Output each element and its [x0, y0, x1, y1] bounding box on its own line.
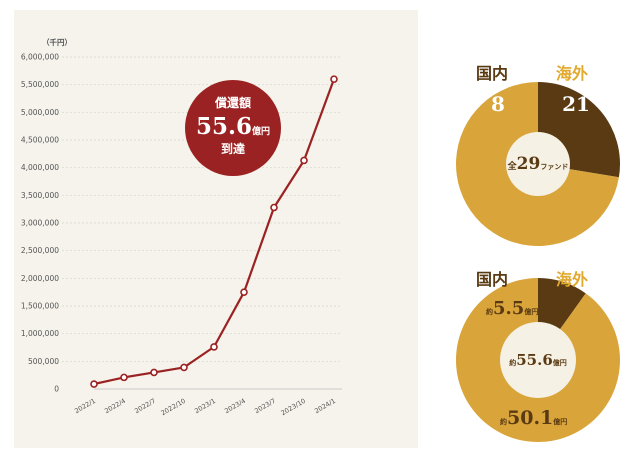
x-tick-label: 2023/4 [223, 397, 247, 415]
y-tick-label: 2,000,000 [21, 274, 59, 283]
donut2-overseas-unit: 億円 [553, 417, 567, 426]
callout-value: 55.6 [196, 113, 252, 140]
donut2-hole [500, 322, 576, 398]
callout-line3: 到達 [221, 141, 245, 156]
callout-unit: 億円 [252, 125, 270, 137]
donut2-domestic-unit: 億円 [524, 307, 538, 316]
data-point [150, 368, 158, 377]
x-tick-label: 2022/4 [103, 397, 127, 415]
y-tick-label: 500,000 [28, 357, 59, 366]
line-chart-panel: 0 500,000 1,000,000 1,500,000 2,000,000 2,500… [14, 10, 418, 448]
donut1-value-overseas: 21 [562, 92, 590, 116]
y-tick-label: 6,000,000 [21, 53, 59, 62]
redemption-line-chart: 0 500,000 1,000,000 1,500,000 2,000,000 2,500… [21, 37, 342, 417]
y-tick-label: 4,500,000 [21, 136, 59, 145]
donut1-center-value: 29 [517, 154, 541, 174]
y-tick-label: 1,500,000 [21, 302, 59, 311]
donut2-label-domestic: 国内 [476, 270, 508, 289]
donut2-value-domestic: 約5.5億円 [486, 298, 538, 319]
x-tick-label: 2023/10 [280, 397, 307, 417]
donut2-center-label: 約55.6億円 [509, 351, 567, 369]
donut2-domestic-prefix: 約 [486, 307, 493, 316]
y-tick-label: 2,500,000 [21, 246, 59, 255]
donut2-value-overseas: 約50.1億円 [500, 407, 567, 429]
data-point [240, 288, 248, 296]
donut1-center-label: 全29ファンド [507, 154, 569, 174]
y-tick-label: 5,500,000 [21, 80, 59, 89]
donut1-center-suffix: ファンド [540, 163, 568, 171]
data-point [90, 380, 98, 388]
donut1-label-overseas: 海外 [556, 64, 588, 83]
y-tick-label: 1,000,000 [21, 329, 59, 338]
fund-count-donut: 国内 海外 8 21 全29ファンド [456, 64, 621, 247]
callout-amount: 55.6億円 [196, 113, 270, 140]
donut1-hole [506, 132, 570, 196]
donut2-overseas-prefix: 約 [500, 417, 507, 426]
y-tick-label: 4,000,000 [21, 163, 59, 172]
donut1-label-domestic: 国内 [476, 64, 508, 83]
amount-donut: 国内 海外 約5.5億円 約50.1億円 約55.6億円 [455, 270, 620, 442]
data-point [330, 75, 338, 83]
data-point [120, 373, 128, 382]
donut2-label-overseas: 海外 [556, 270, 588, 289]
y-tick-label: 3,500,000 [21, 191, 59, 200]
donut1-center-prefix: 全 [507, 160, 518, 172]
donut2-center-suffix: 億円 [553, 358, 567, 367]
x-tick-label: 2024/1 [313, 397, 337, 415]
x-tick-label: 2022/1 [73, 397, 97, 415]
callout-line1: 償還額 [214, 95, 251, 110]
donut2-domestic-value: 5.5 [493, 298, 524, 319]
data-point [300, 156, 308, 165]
y-tick-label: 0 [54, 385, 59, 394]
donut1-value-domestic: 8 [491, 92, 505, 116]
x-tick-label: 2022/7 [133, 397, 157, 415]
donut2-center-prefix: 約 [509, 358, 516, 367]
data-point [180, 363, 188, 372]
x-tick-label: 2023/1 [193, 397, 217, 415]
data-point [270, 203, 278, 212]
x-tick-label: 2023/7 [253, 397, 277, 415]
y-tick-label: 5,000,000 [21, 108, 59, 117]
callout-bubble: 償還額 55.6億円 到達 [185, 80, 281, 176]
y-tick-label: 3,000,000 [21, 219, 59, 228]
donut2-center-value: 55.6 [516, 351, 553, 369]
x-tick-label: 2022/10 [160, 397, 187, 417]
donut2-overseas-value: 50.1 [507, 407, 553, 429]
data-point [210, 343, 218, 351]
y-unit-label: （千円） [42, 37, 72, 47]
